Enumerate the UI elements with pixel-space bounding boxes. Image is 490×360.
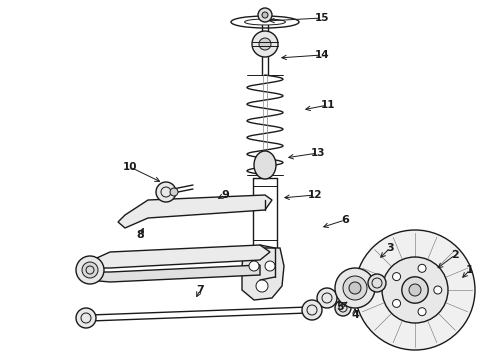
Text: 11: 11 [321,100,335,110]
Circle shape [335,268,375,308]
Text: 8: 8 [136,230,144,240]
Circle shape [418,264,426,272]
Circle shape [302,300,322,320]
Polygon shape [118,195,272,228]
Circle shape [258,8,272,22]
Polygon shape [88,265,260,282]
Text: 5: 5 [336,302,344,312]
Circle shape [76,308,96,328]
Circle shape [249,261,259,271]
Circle shape [252,31,278,57]
Circle shape [402,277,428,303]
Ellipse shape [254,151,276,179]
Text: 10: 10 [123,162,137,172]
Text: 2: 2 [451,250,459,260]
Circle shape [317,288,337,308]
Circle shape [409,284,421,296]
Circle shape [392,300,400,307]
Circle shape [335,300,351,316]
Polygon shape [88,245,270,268]
Circle shape [156,182,176,202]
Circle shape [265,261,275,271]
Text: 14: 14 [315,50,329,60]
Circle shape [368,274,386,292]
Circle shape [349,282,361,294]
Circle shape [262,12,268,18]
Circle shape [434,286,442,294]
Circle shape [382,257,448,323]
Text: 15: 15 [315,13,329,23]
Circle shape [355,230,475,350]
Text: 1: 1 [466,265,474,275]
Circle shape [418,308,426,316]
Text: 3: 3 [386,243,394,253]
Text: 4: 4 [351,310,359,320]
Circle shape [76,256,104,284]
Circle shape [343,276,367,300]
Circle shape [82,262,98,278]
Text: 13: 13 [311,148,325,158]
Text: 12: 12 [308,190,322,200]
Text: 7: 7 [196,285,204,295]
Text: 6: 6 [341,215,349,225]
Circle shape [259,38,271,50]
Polygon shape [242,248,284,300]
Circle shape [256,280,268,292]
Circle shape [392,273,400,280]
Circle shape [170,188,178,196]
Text: 9: 9 [221,190,229,200]
